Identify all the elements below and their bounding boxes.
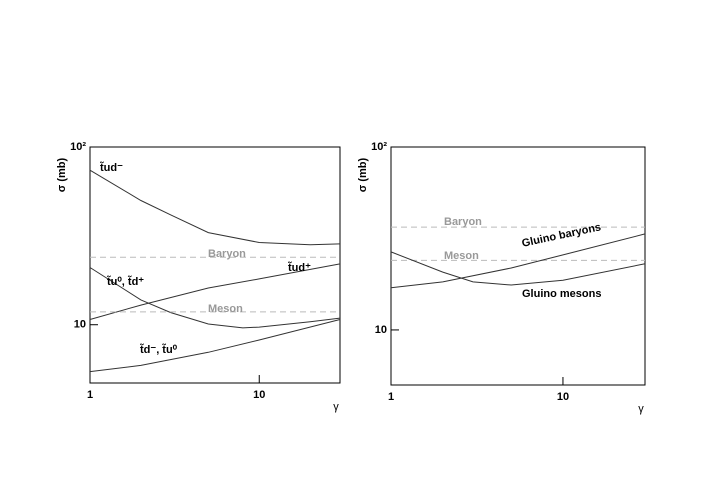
x-tick-label: 10: [253, 389, 265, 401]
series-label: Meson: [444, 250, 479, 262]
y-tick-label: 10: [74, 319, 86, 331]
x-tick-label: 1: [388, 391, 394, 403]
series-label: t̃d⁻, t̃u⁰: [140, 343, 178, 356]
series-label: Gluino baryons: [521, 221, 602, 250]
plot-frame: [390, 146, 646, 386]
series-line: [390, 251, 646, 286]
x-axis-label: γ: [333, 401, 339, 413]
y-axis-label: σ (mb): [357, 157, 369, 192]
series-line: [390, 233, 646, 289]
x-tick-label: 10: [557, 391, 569, 403]
series-label: Baryon: [444, 216, 482, 228]
y-tick-label: 10: [375, 324, 387, 336]
series-label: Baryon: [208, 248, 246, 260]
y-axis-label: σ (mb): [56, 157, 68, 192]
series-label: t̃ud⁺: [288, 261, 311, 274]
series-line: [89, 263, 341, 320]
y-tick-label: 10²: [371, 141, 387, 153]
series-label: Meson: [208, 303, 243, 315]
series-label: Gluino mesons: [522, 288, 601, 300]
series-line: [89, 319, 341, 373]
plot-frame: [89, 146, 341, 384]
x-tick-label: 1: [87, 389, 93, 401]
x-axis-label: γ: [638, 403, 644, 415]
series-label: t̃ud⁻: [100, 161, 123, 174]
series-label: t̃u⁰, t̃d⁺: [107, 275, 144, 288]
series-line: [89, 267, 341, 329]
y-tick-label: 10²: [70, 141, 86, 153]
series-line: [89, 169, 341, 246]
